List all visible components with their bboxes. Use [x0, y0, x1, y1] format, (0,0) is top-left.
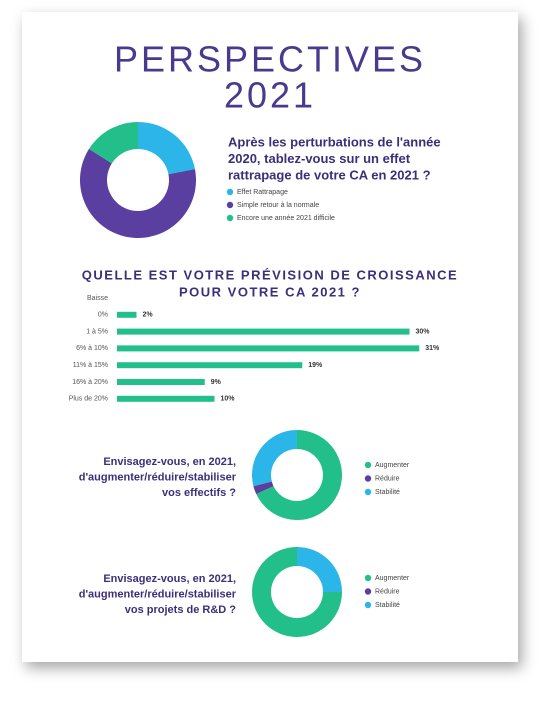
question: d'augmenter/réduire/stabiliser [79, 471, 237, 483]
question: Envisagez-vous, en 2021, [103, 456, 236, 468]
category-label: 16% à 20% [72, 379, 108, 386]
value-label: 30% [416, 328, 431, 335]
value-label: 10% [221, 396, 236, 403]
chart-title: QUELLE EST VOTRE PRÉVISION DE CROISSANCE [82, 267, 458, 282]
bar [117, 311, 137, 318]
value-label: 2% [143, 312, 154, 319]
category-label: 1 à 5% [86, 328, 108, 335]
bar [117, 345, 420, 352]
question: rattrapage de votre CA en 2021 ? [228, 167, 431, 182]
value-label: 19% [308, 362, 323, 369]
legend-label: Stabilité [375, 489, 400, 496]
category-label: 11% à 15% [73, 362, 108, 369]
category-label: Baisse [87, 295, 108, 302]
legend-swatch [364, 574, 372, 582]
legend-swatch [364, 461, 372, 469]
donut-segment [251, 430, 297, 487]
legend-swatch [226, 214, 234, 222]
donut-segment [89, 122, 138, 164]
question: d'augmenter/réduire/stabiliser [79, 588, 237, 600]
bar [117, 379, 205, 385]
legend-swatch [226, 201, 234, 209]
chart-title: POUR VOTRE CA 2021 ? [179, 284, 361, 299]
page-subtitle: 2021 [224, 75, 316, 116]
bar [117, 328, 410, 335]
question: vos effectifs ? [162, 487, 236, 499]
value-label: 9% [211, 379, 222, 386]
question: Après les perturbations de l'année [228, 134, 441, 149]
legend-swatch [364, 488, 372, 496]
question: vos projets de R&D ? [125, 604, 237, 616]
legend-swatch [364, 475, 372, 482]
bar [117, 395, 215, 402]
page-title: PERSPECTIVES [114, 39, 426, 80]
category-label: 0% [98, 312, 108, 319]
legend-label: Réduire [375, 475, 400, 482]
donut-segment [253, 481, 274, 495]
legend-swatch [364, 588, 372, 595]
legend-label: Effet Rattrapage [237, 189, 288, 196]
legend-swatch [364, 601, 372, 609]
legend-label: Encore une année 2021 difficile [237, 215, 335, 222]
category-label: 6% à 10% [76, 345, 108, 352]
category-label: Plus de 20% [69, 396, 108, 403]
donut-segment [138, 122, 195, 175]
value-label: 31% [425, 345, 440, 352]
donut-segment [252, 547, 342, 637]
legend-label: Augmenter [375, 462, 410, 469]
question: 2020, tablez-vous sur un effet [228, 151, 411, 166]
legend-label: Simple retour à la normale [237, 202, 319, 209]
legend-label: Stabilité [375, 602, 400, 609]
legend-label: Réduire [375, 588, 400, 595]
donut-segment [79, 148, 196, 239]
question: Envisagez-vous, en 2021, [103, 573, 236, 585]
bar [117, 362, 303, 369]
donut-segment [297, 547, 342, 592]
donut-segment [256, 430, 342, 520]
legend-label: Augmenter [375, 575, 410, 582]
legend-swatch [226, 188, 234, 196]
card [22, 12, 518, 662]
